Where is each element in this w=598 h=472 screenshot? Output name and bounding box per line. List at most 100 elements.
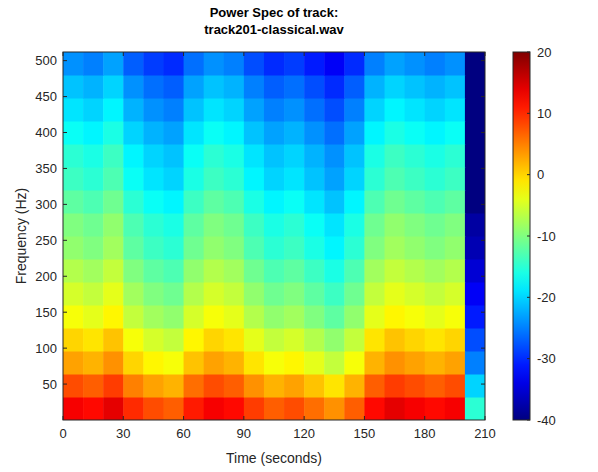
- cell: [304, 213, 325, 237]
- cell: [264, 144, 285, 168]
- x-tick: [243, 52, 244, 56]
- cell: [284, 236, 305, 260]
- cell: [344, 213, 365, 237]
- cell: [184, 52, 205, 76]
- cell: [244, 328, 265, 352]
- cell: [244, 374, 265, 398]
- cell: [344, 121, 365, 145]
- cell: [83, 236, 104, 260]
- cell: [364, 167, 385, 191]
- cell: [143, 144, 164, 168]
- cell: [143, 75, 164, 99]
- cell: [344, 282, 365, 306]
- y-tick: [63, 132, 67, 133]
- cell: [63, 282, 84, 306]
- x-tick: [364, 52, 365, 56]
- y-tick: [481, 348, 485, 349]
- cell: [304, 374, 325, 398]
- cell: [163, 121, 184, 145]
- cell: [344, 75, 365, 99]
- y-tick: [63, 348, 67, 349]
- cell: [385, 213, 406, 237]
- y-tick: [481, 132, 485, 133]
- cell: [264, 98, 285, 122]
- cell: [344, 52, 365, 76]
- cell: [465, 121, 485, 145]
- cell: [143, 328, 164, 352]
- cell: [63, 98, 84, 122]
- cell: [123, 236, 144, 260]
- cell: [385, 167, 406, 191]
- cell: [163, 259, 184, 283]
- cell: [103, 259, 124, 283]
- cell: [405, 351, 426, 375]
- cell: [364, 121, 385, 145]
- cell: [264, 236, 285, 260]
- cell: [103, 397, 124, 420]
- cell: [344, 236, 365, 260]
- cell: [244, 351, 265, 375]
- cell: [204, 144, 225, 168]
- cell: [123, 75, 144, 99]
- cell: [304, 121, 325, 145]
- cell: [465, 328, 485, 352]
- cell: [324, 167, 345, 191]
- cell: [244, 75, 265, 99]
- cell: [264, 397, 285, 420]
- cell: [123, 374, 144, 398]
- cell: [405, 213, 426, 237]
- cell: [244, 98, 265, 122]
- cell: [425, 98, 446, 122]
- cell: [123, 213, 144, 237]
- cell: [244, 305, 265, 329]
- cell: [425, 351, 446, 375]
- colorbar-tick-label: 20: [537, 45, 551, 60]
- cell: [344, 305, 365, 329]
- cell: [103, 351, 124, 375]
- cell: [184, 374, 205, 398]
- cell: [264, 167, 285, 191]
- x-tick: [304, 52, 305, 56]
- cell: [385, 397, 406, 420]
- cell: [224, 351, 245, 375]
- cell: [103, 282, 124, 306]
- cell: [264, 259, 285, 283]
- cell: [364, 144, 385, 168]
- cell: [163, 351, 184, 375]
- cell: [224, 282, 245, 306]
- colorbar-tick: [527, 113, 530, 114]
- cell: [465, 397, 485, 420]
- x-tick: [364, 416, 365, 420]
- colorbar-tick: [527, 420, 530, 421]
- cell: [63, 121, 84, 145]
- cell: [405, 282, 426, 306]
- cell: [204, 259, 225, 283]
- y-tick-label: 350: [35, 161, 57, 176]
- cell: [465, 305, 485, 329]
- cell: [445, 144, 466, 168]
- cell: [63, 259, 84, 283]
- cell: [385, 236, 406, 260]
- y-tick: [63, 168, 67, 169]
- y-tick: [63, 204, 67, 205]
- cell: [224, 259, 245, 283]
- cell: [284, 75, 305, 99]
- cell: [304, 282, 325, 306]
- cell: [204, 167, 225, 191]
- cell: [445, 374, 466, 398]
- x-tick-label: 120: [293, 426, 315, 441]
- cell: [204, 98, 225, 122]
- cell: [324, 98, 345, 122]
- cell: [264, 328, 285, 352]
- cell: [324, 259, 345, 283]
- cell: [83, 397, 104, 420]
- cell: [123, 190, 144, 214]
- cell: [304, 305, 325, 329]
- cell: [264, 351, 285, 375]
- cell: [244, 190, 265, 214]
- cell: [123, 259, 144, 283]
- cell: [63, 305, 84, 329]
- cell: [304, 190, 325, 214]
- cell: [163, 190, 184, 214]
- cell: [143, 167, 164, 191]
